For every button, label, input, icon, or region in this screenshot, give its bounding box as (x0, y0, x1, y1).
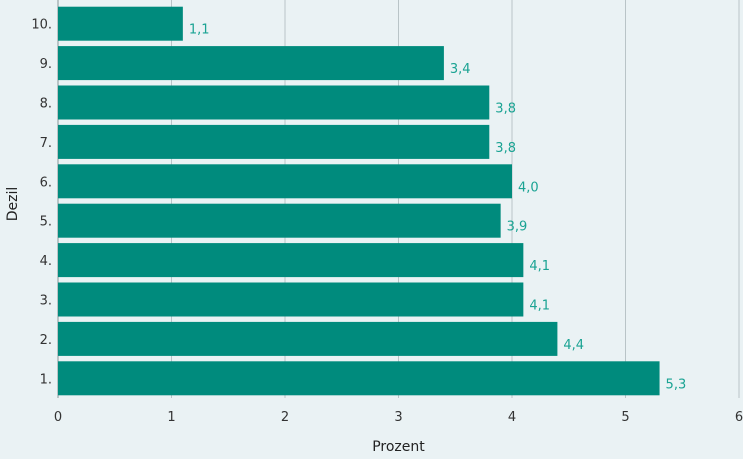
bar (58, 46, 444, 81)
y-tick-label: 10. (31, 18, 52, 33)
y-tick-labels: 1. 2. 3. 4. 5. 6. 7. 8. 9. 10. (31, 18, 52, 388)
x-tick-labels: 0 1 2 3 4 5 6 (54, 410, 743, 425)
bars (58, 6, 660, 396)
value-labels: 5,3 4,4 4,1 4,1 3,9 4,0 3,8 3,8 3,4 1,1 (189, 23, 686, 393)
value-label: 3,8 (495, 141, 516, 156)
bar (58, 124, 490, 159)
value-label: 4,0 (518, 180, 539, 195)
bar (58, 203, 501, 238)
y-axis-title: Dezil (5, 187, 21, 222)
value-label: 3,4 (450, 62, 471, 77)
y-tick-label: 1. (40, 372, 52, 387)
x-tick-label: 4 (508, 410, 516, 425)
bar (58, 282, 524, 317)
y-tick-label: 9. (40, 57, 52, 72)
x-tick-label: 5 (621, 410, 629, 425)
y-tick-label: 4. (40, 254, 52, 269)
bar (58, 321, 558, 356)
bar (58, 243, 524, 278)
y-tick-label: 8. (40, 97, 52, 112)
y-tick-label: 7. (40, 136, 52, 151)
y-tick-label: 6. (40, 175, 52, 190)
x-axis-title: Prozent (372, 439, 425, 455)
y-tick-label: 2. (40, 333, 52, 348)
y-tick-label: 5. (40, 215, 52, 230)
x-tick-label: 0 (54, 410, 62, 425)
value-label: 1,1 (189, 23, 210, 38)
x-tick-label: 3 (394, 410, 402, 425)
bar (58, 6, 183, 41)
value-label: 4,1 (529, 259, 550, 274)
value-label: 3,9 (507, 220, 528, 235)
bar (58, 361, 660, 396)
bar (58, 164, 512, 199)
value-label: 5,3 (666, 377, 687, 392)
x-tick-label: 1 (167, 410, 175, 425)
value-label: 3,8 (495, 102, 516, 117)
value-label: 4,1 (529, 299, 550, 314)
x-tick-label: 6 (735, 410, 743, 425)
y-tick-label: 3. (40, 294, 52, 309)
value-label: 4,4 (563, 338, 584, 353)
bar (58, 85, 490, 120)
x-tick-label: 2 (281, 410, 289, 425)
